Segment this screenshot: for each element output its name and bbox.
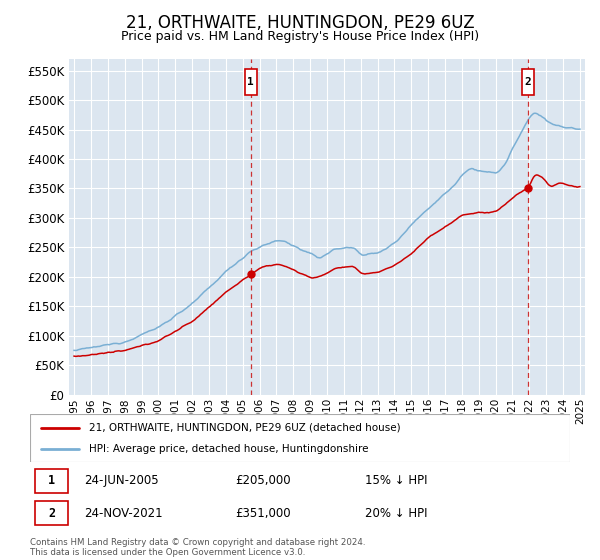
Text: 1: 1 [48, 474, 55, 487]
Text: 24-NOV-2021: 24-NOV-2021 [84, 507, 163, 520]
Text: 2: 2 [48, 507, 55, 520]
Text: 20% ↓ HPI: 20% ↓ HPI [365, 507, 427, 520]
Text: Contains HM Land Registry data © Crown copyright and database right 2024.
This d: Contains HM Land Registry data © Crown c… [30, 538, 365, 557]
Text: 24-JUN-2005: 24-JUN-2005 [84, 474, 158, 487]
Bar [522, 69, 533, 95]
Text: 21, ORTHWAITE, HUNTINGDON, PE29 6UZ: 21, ORTHWAITE, HUNTINGDON, PE29 6UZ [125, 14, 475, 32]
Text: 21, ORTHWAITE, HUNTINGDON, PE29 6UZ (detached house): 21, ORTHWAITE, HUNTINGDON, PE29 6UZ (det… [89, 423, 401, 433]
Text: HPI: Average price, detached house, Huntingdonshire: HPI: Average price, detached house, Hunt… [89, 444, 369, 454]
Text: £351,000: £351,000 [235, 507, 291, 520]
Bar [35, 501, 68, 525]
Text: 15% ↓ HPI: 15% ↓ HPI [365, 474, 427, 487]
Text: 1: 1 [247, 77, 254, 87]
Bar [35, 469, 68, 493]
Text: 2: 2 [524, 77, 531, 87]
Text: £205,000: £205,000 [235, 474, 291, 487]
Text: Price paid vs. HM Land Registry's House Price Index (HPI): Price paid vs. HM Land Registry's House … [121, 30, 479, 43]
Bar [245, 69, 257, 95]
